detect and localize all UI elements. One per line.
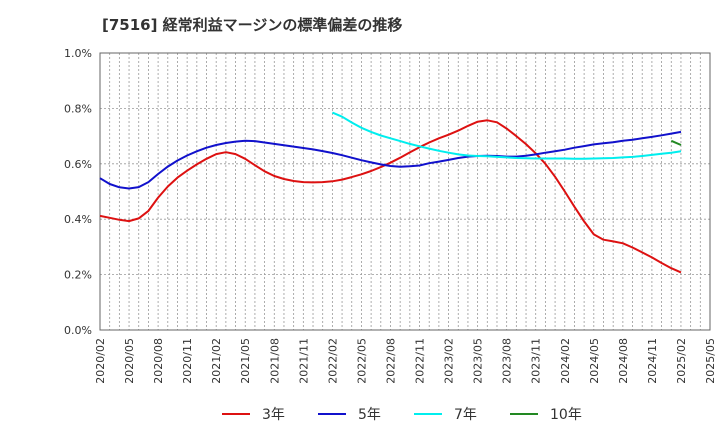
x-tick-label: 2024/02	[559, 338, 572, 384]
series-line-3年	[99, 119, 682, 274]
grid-lines	[100, 53, 710, 330]
y-tick-label: 0.6%	[64, 158, 92, 171]
x-tick-label: 2020/02	[94, 338, 107, 384]
x-tick-label: 2024/11	[646, 338, 659, 384]
x-tick-label: 2025/02	[675, 338, 688, 384]
x-tick-label: 2022/02	[326, 338, 339, 384]
y-tick-label: 1.0%	[64, 47, 92, 60]
y-tick-label: 0.8%	[64, 102, 92, 115]
x-tick-label: 2020/08	[152, 338, 165, 384]
x-tick-label: 2023/08	[501, 338, 514, 384]
y-tick-label: 0.4%	[64, 213, 92, 226]
x-tick-label: 2021/05	[239, 338, 252, 384]
x-tick-label: 2022/08	[384, 338, 397, 384]
x-tick-label: 2024/08	[617, 338, 630, 384]
x-tick-label: 2021/11	[297, 338, 310, 384]
x-tick-label: 2025/05	[704, 338, 717, 384]
x-tick-label: 2024/05	[588, 338, 601, 384]
x-tick-label: 2021/08	[268, 338, 281, 384]
x-tick-label: 2021/02	[210, 338, 223, 384]
x-tick-label: 2022/05	[355, 338, 368, 384]
legend-label: 10年	[550, 407, 582, 423]
x-tick-label: 2022/11	[414, 338, 427, 384]
legend: 3年 5年 7年 10年	[222, 407, 582, 423]
legend-label: 7年	[454, 407, 477, 423]
plot-area-frame	[99, 52, 711, 331]
series-line-5年	[99, 130, 682, 190]
x-tick-label: 2023/05	[472, 338, 485, 384]
y-tick-label: 0.2%	[64, 269, 92, 282]
y-axis-tick-labels: 0.0% 0.2% 0.4% 0.6% 0.8% 1.0%	[64, 47, 92, 337]
series-line-7年	[332, 111, 682, 160]
legend-label: 3年	[262, 407, 285, 423]
legend-label: 5年	[358, 407, 381, 423]
x-tick-label: 2020/05	[123, 338, 136, 384]
y-tick-label: 0.0%	[64, 324, 92, 337]
x-axis-tick-labels: 2020/02 2020/05 2020/08 2020/11 2021/02 2021/…	[94, 338, 717, 384]
x-tick-label: 2020/11	[181, 338, 194, 384]
chart-title: [7516] 経常利益マージンの標準偏差の推移	[102, 16, 403, 34]
series-lines	[99, 111, 682, 274]
series-line-10年	[670, 139, 682, 146]
x-tick-label: 2023/11	[530, 338, 543, 384]
x-tick-label: 2023/02	[443, 338, 456, 384]
